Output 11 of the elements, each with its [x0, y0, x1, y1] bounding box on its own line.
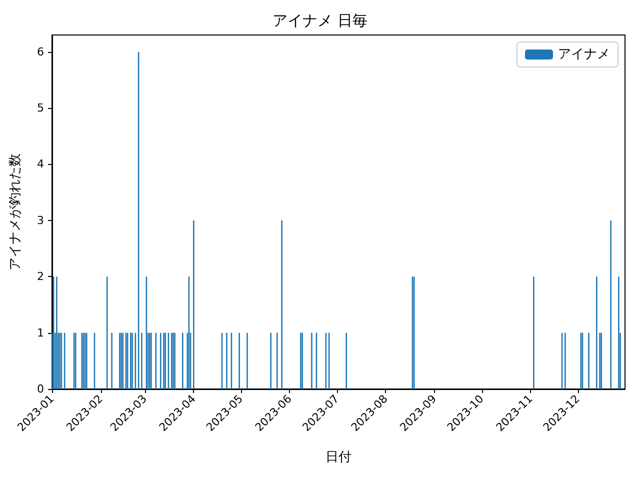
- y-tick-label: 0: [37, 382, 44, 396]
- y-tick-label: 1: [37, 326, 44, 340]
- y-axis-title: アイナメが釣れた数: [8, 154, 23, 270]
- y-tick-label: 4: [37, 158, 44, 171]
- chart-title: アイナメ 日毎: [272, 12, 368, 30]
- y-tick-label: 5: [37, 102, 44, 115]
- y-tick-label: 6: [37, 45, 44, 58]
- y-tick-label: 3: [37, 214, 44, 227]
- x-axis-title: 日付: [326, 450, 352, 465]
- y-tick-label: 2: [37, 270, 44, 284]
- legend-label: アイナメ: [558, 47, 610, 62]
